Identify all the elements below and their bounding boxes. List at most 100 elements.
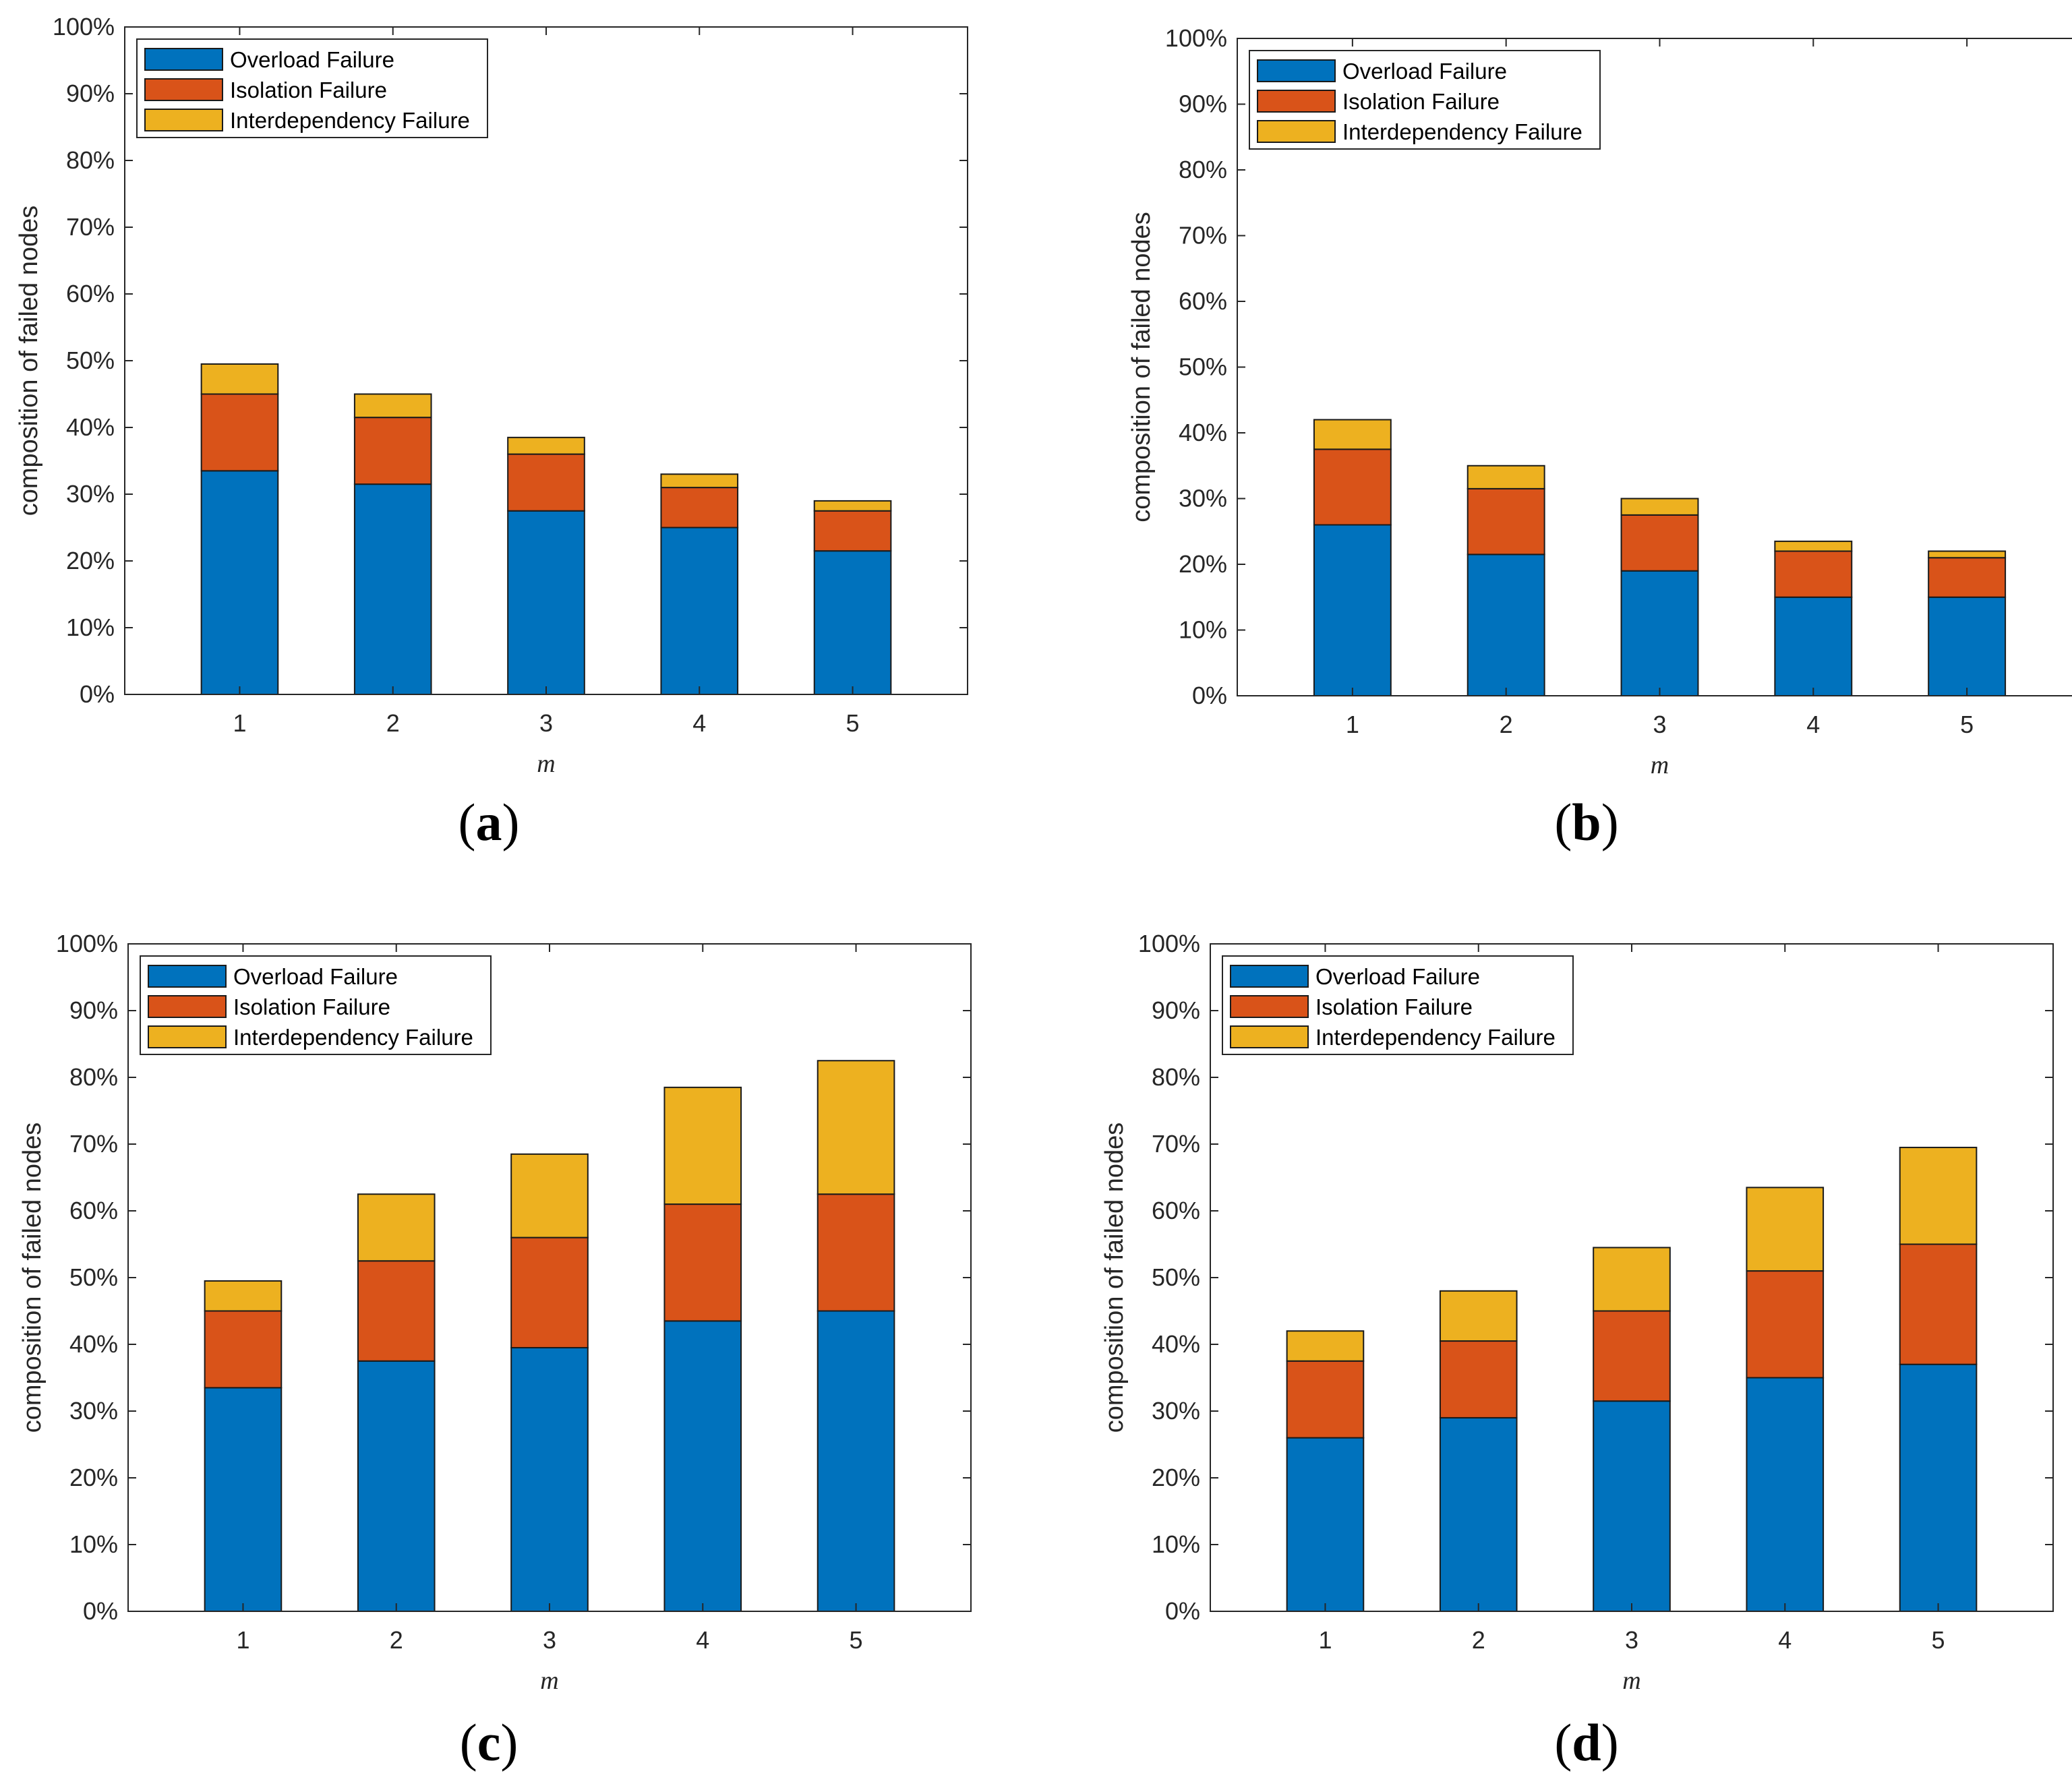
legend-entry: Isolation Failure bbox=[233, 994, 390, 1019]
legend: Overload Failure Isolation Failure Interde… bbox=[1249, 50, 1601, 150]
x-tick-label: 2 bbox=[1472, 1626, 1485, 1654]
legend-swatch bbox=[1230, 965, 1309, 988]
y-tick-label: 20% bbox=[66, 547, 115, 574]
axes-frame bbox=[124, 26, 968, 695]
x-tick-label: 5 bbox=[846, 709, 860, 737]
bar-segment bbox=[1467, 465, 1545, 489]
bar-segment bbox=[204, 1310, 283, 1389]
bar-segment bbox=[1899, 1146, 1978, 1245]
legend-swatch bbox=[144, 78, 223, 101]
x-tick-label: 2 bbox=[390, 1626, 403, 1654]
x-tick-label: 4 bbox=[1806, 711, 1820, 738]
x-axis-label: m bbox=[537, 750, 555, 778]
legend-swatch bbox=[1230, 995, 1309, 1018]
bar-segment bbox=[1593, 1310, 1671, 1402]
x-tick-label: 5 bbox=[1960, 711, 1974, 738]
legend-swatch bbox=[148, 1025, 227, 1048]
bar-segment bbox=[1928, 550, 2007, 559]
bar-segment bbox=[1313, 448, 1392, 526]
y-tick-label: 90% bbox=[1152, 996, 1200, 1024]
y-tick-label: 80% bbox=[1179, 156, 1227, 183]
bar-segment bbox=[200, 393, 279, 472]
legend-entry: Isolation Failure bbox=[1342, 89, 1500, 114]
bar-segment bbox=[1286, 1360, 1365, 1439]
bar-segment bbox=[1439, 1290, 1518, 1342]
bar-segment bbox=[204, 1280, 283, 1312]
bar-segment bbox=[1928, 596, 2007, 696]
y-tick-label: 40% bbox=[69, 1330, 118, 1358]
x-tick-label: 3 bbox=[1625, 1626, 1638, 1654]
y-tick-label: 70% bbox=[69, 1130, 118, 1158]
bar-segment bbox=[507, 453, 585, 512]
bar-segment bbox=[660, 473, 739, 489]
bar-segment bbox=[357, 1193, 436, 1262]
bar-segment bbox=[1928, 557, 2007, 598]
y-tick-label: 40% bbox=[66, 413, 115, 441]
legend-swatch bbox=[148, 995, 227, 1018]
bar-segment bbox=[1620, 514, 1699, 572]
chart-panel-a: 1 2 3 4 50%10%20%30%40%50%60%70%80%90%100%mc… bbox=[15, 13, 968, 778]
bar-segment bbox=[1313, 419, 1392, 450]
legend-swatch bbox=[1257, 90, 1336, 113]
legend-entry: Overload Failure bbox=[1342, 59, 1507, 84]
legend-swatch bbox=[144, 109, 223, 131]
x-axis-label: m bbox=[1651, 751, 1669, 779]
bar-segment bbox=[813, 510, 892, 552]
y-tick-label: 0% bbox=[83, 1597, 118, 1625]
y-tick-label: 60% bbox=[66, 280, 115, 307]
x-tick-label: 2 bbox=[386, 709, 400, 737]
y-tick-label: 90% bbox=[1179, 90, 1227, 118]
y-tick-label: 90% bbox=[66, 80, 115, 107]
bar-segment bbox=[1746, 1270, 1825, 1379]
y-tick-label: 50% bbox=[66, 347, 115, 374]
axes-frame bbox=[1237, 38, 2072, 696]
bar-segment bbox=[660, 527, 739, 695]
x-tick-label: 4 bbox=[696, 1626, 709, 1654]
bar-segment bbox=[1439, 1340, 1518, 1418]
x-tick-label: 2 bbox=[1500, 711, 1513, 738]
chart-panel-c: 1 2 3 4 50%10%20%30%40%50%60%70%80%90%100%mc… bbox=[18, 930, 972, 1695]
bar-segment bbox=[353, 417, 432, 485]
y-tick-label: 10% bbox=[1152, 1530, 1200, 1558]
legend: Overload Failure Isolation Failure Interde… bbox=[136, 38, 488, 138]
bar-segment bbox=[357, 1360, 436, 1612]
y-tick-label: 40% bbox=[1179, 419, 1227, 446]
y-tick-label: 80% bbox=[66, 146, 115, 174]
y-tick-label: 30% bbox=[1179, 485, 1227, 512]
bar-segment bbox=[663, 1203, 742, 1322]
y-tick-label: 0% bbox=[1192, 682, 1227, 709]
y-tick-label: 0% bbox=[1165, 1597, 1200, 1625]
bar-segment bbox=[817, 1193, 895, 1312]
legend-swatch bbox=[148, 965, 227, 988]
panel-label-c: (c) bbox=[459, 1713, 519, 1772]
y-axis-label: composition of failed nodes bbox=[1100, 1123, 1129, 1433]
bar-segment bbox=[1899, 1363, 1978, 1612]
y-tick-label: 60% bbox=[1179, 287, 1227, 315]
y-tick-label: 30% bbox=[1152, 1397, 1200, 1425]
x-tick-label: 3 bbox=[1653, 711, 1666, 738]
axes-frame bbox=[1210, 943, 2054, 1612]
y-tick-label: 10% bbox=[1179, 616, 1227, 644]
x-tick-label: 1 bbox=[1318, 1626, 1332, 1654]
y-tick-label: 30% bbox=[66, 480, 115, 508]
legend-swatch bbox=[1257, 59, 1336, 82]
x-axis-label: m bbox=[540, 1667, 558, 1695]
bar-segment bbox=[510, 1346, 589, 1612]
bar-segment bbox=[200, 470, 279, 695]
y-tick-label: 20% bbox=[1179, 550, 1227, 578]
y-tick-label: 100% bbox=[53, 13, 115, 40]
bar-segment bbox=[817, 1060, 895, 1195]
bar-segment bbox=[353, 483, 432, 696]
y-tick-label: 100% bbox=[56, 930, 118, 957]
bar-segment bbox=[660, 487, 739, 529]
bar-segment bbox=[357, 1260, 436, 1362]
y-tick-label: 10% bbox=[69, 1530, 118, 1558]
axes-frame bbox=[127, 943, 972, 1612]
y-tick-label: 60% bbox=[1152, 1197, 1200, 1224]
x-tick-label: 1 bbox=[236, 1626, 249, 1654]
y-tick-label: 70% bbox=[66, 213, 115, 241]
y-tick-label: 40% bbox=[1152, 1330, 1200, 1358]
bar-segment bbox=[663, 1320, 742, 1612]
